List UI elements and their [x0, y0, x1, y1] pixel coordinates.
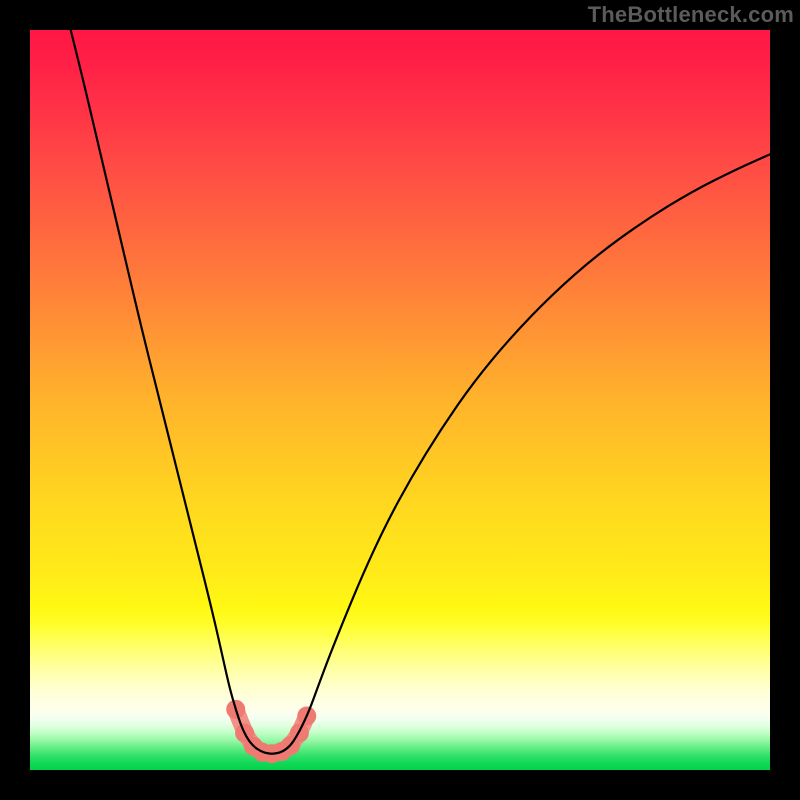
bottleneck-curve — [71, 30, 770, 754]
chart-frame: TheBottleneck.com — [0, 0, 800, 800]
curve-layer — [30, 30, 770, 770]
watermark-label: TheBottleneck.com — [588, 2, 794, 28]
plot-area — [30, 30, 770, 770]
